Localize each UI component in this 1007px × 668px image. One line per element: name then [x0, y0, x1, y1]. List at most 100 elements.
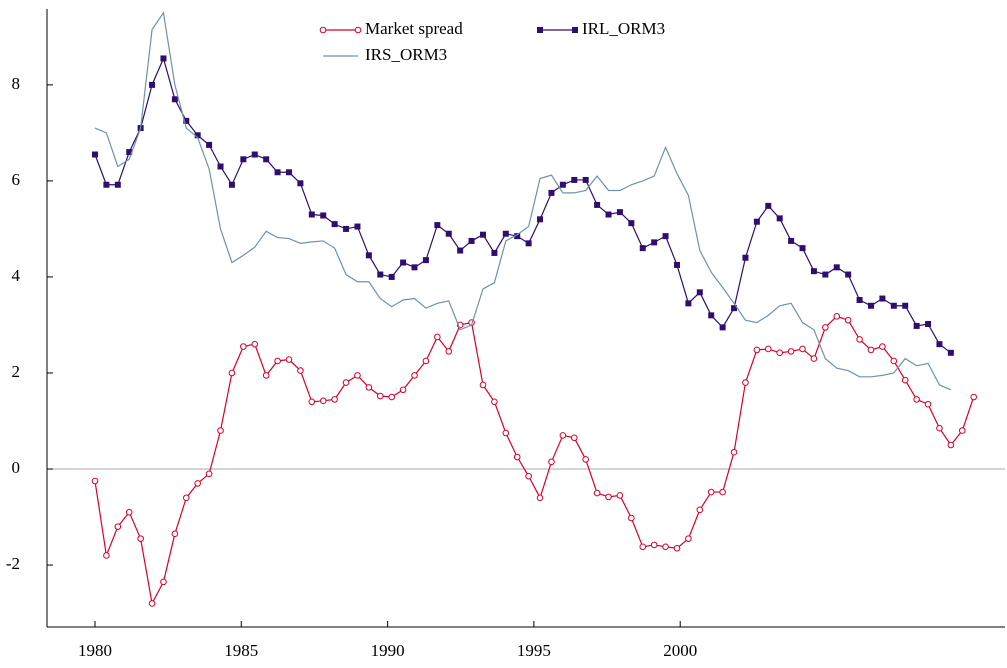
point — [194, 132, 201, 139]
point — [457, 247, 464, 254]
point — [183, 117, 190, 124]
point — [673, 261, 680, 268]
point — [947, 349, 954, 356]
point — [788, 237, 795, 244]
point — [833, 313, 841, 320]
point — [445, 230, 452, 237]
point — [799, 345, 806, 353]
point — [594, 201, 601, 208]
point — [160, 578, 167, 586]
point — [616, 209, 623, 216]
point — [902, 302, 909, 309]
x-tick-label: 1980 — [78, 641, 112, 660]
point — [479, 381, 487, 389]
point — [650, 541, 658, 549]
point — [559, 181, 566, 188]
point — [320, 212, 327, 219]
legend-marker — [572, 27, 578, 33]
point — [639, 543, 647, 551]
point — [513, 453, 521, 461]
point — [514, 233, 521, 240]
point — [936, 424, 943, 432]
point — [125, 508, 133, 516]
y-tick-label: 2 — [12, 362, 21, 381]
point — [376, 392, 384, 400]
point — [753, 346, 761, 354]
point — [502, 429, 510, 437]
point — [411, 372, 418, 379]
point — [388, 393, 395, 401]
point — [354, 372, 361, 379]
x-tick-label: 1995 — [517, 641, 551, 660]
point — [274, 169, 281, 176]
point — [342, 379, 350, 386]
legend-label: IRL_ORM3 — [582, 19, 665, 38]
point — [845, 271, 852, 278]
point — [445, 348, 453, 355]
point — [365, 252, 372, 259]
point — [91, 477, 99, 485]
point — [91, 151, 98, 158]
point — [525, 472, 532, 480]
point — [913, 396, 920, 403]
point — [343, 225, 350, 232]
point — [696, 506, 704, 514]
point — [537, 216, 544, 223]
legend-marker — [319, 26, 327, 34]
point — [787, 348, 795, 355]
point — [536, 494, 544, 502]
point — [708, 312, 715, 319]
point — [616, 492, 624, 499]
point — [628, 220, 635, 227]
point — [331, 396, 338, 403]
point — [822, 271, 829, 278]
point — [149, 81, 156, 88]
point — [685, 535, 692, 542]
point — [731, 305, 738, 312]
point — [867, 302, 874, 309]
point — [879, 343, 886, 350]
point — [947, 441, 955, 449]
point — [890, 357, 898, 365]
point — [422, 257, 429, 264]
point — [776, 349, 783, 357]
point — [799, 245, 806, 252]
point — [354, 223, 361, 230]
point — [297, 180, 304, 187]
point — [285, 356, 293, 363]
point — [559, 432, 567, 439]
point — [719, 324, 726, 331]
y-tick-label: 4 — [12, 266, 21, 285]
point — [525, 240, 532, 247]
point — [491, 249, 498, 256]
point — [605, 493, 612, 501]
point — [297, 367, 304, 374]
legend-marker — [537, 27, 543, 33]
point — [137, 535, 144, 542]
point — [479, 231, 486, 238]
point — [422, 357, 430, 365]
point — [182, 494, 190, 502]
point — [206, 141, 213, 148]
point — [639, 245, 646, 252]
point — [719, 488, 726, 496]
point — [240, 156, 247, 163]
x-tick-label: 2000 — [663, 641, 697, 660]
legend-label: Market spread — [365, 19, 463, 38]
point — [890, 302, 897, 309]
point — [856, 336, 863, 343]
point — [879, 295, 886, 302]
point — [730, 448, 738, 456]
point — [263, 156, 270, 163]
point — [810, 355, 818, 362]
point — [308, 398, 316, 406]
point — [103, 181, 110, 188]
y-tick-label: 0 — [12, 458, 21, 477]
point — [662, 543, 669, 551]
point — [251, 340, 259, 348]
point — [160, 55, 167, 62]
point — [582, 456, 589, 463]
series-line — [94, 56, 952, 354]
point — [114, 523, 122, 530]
